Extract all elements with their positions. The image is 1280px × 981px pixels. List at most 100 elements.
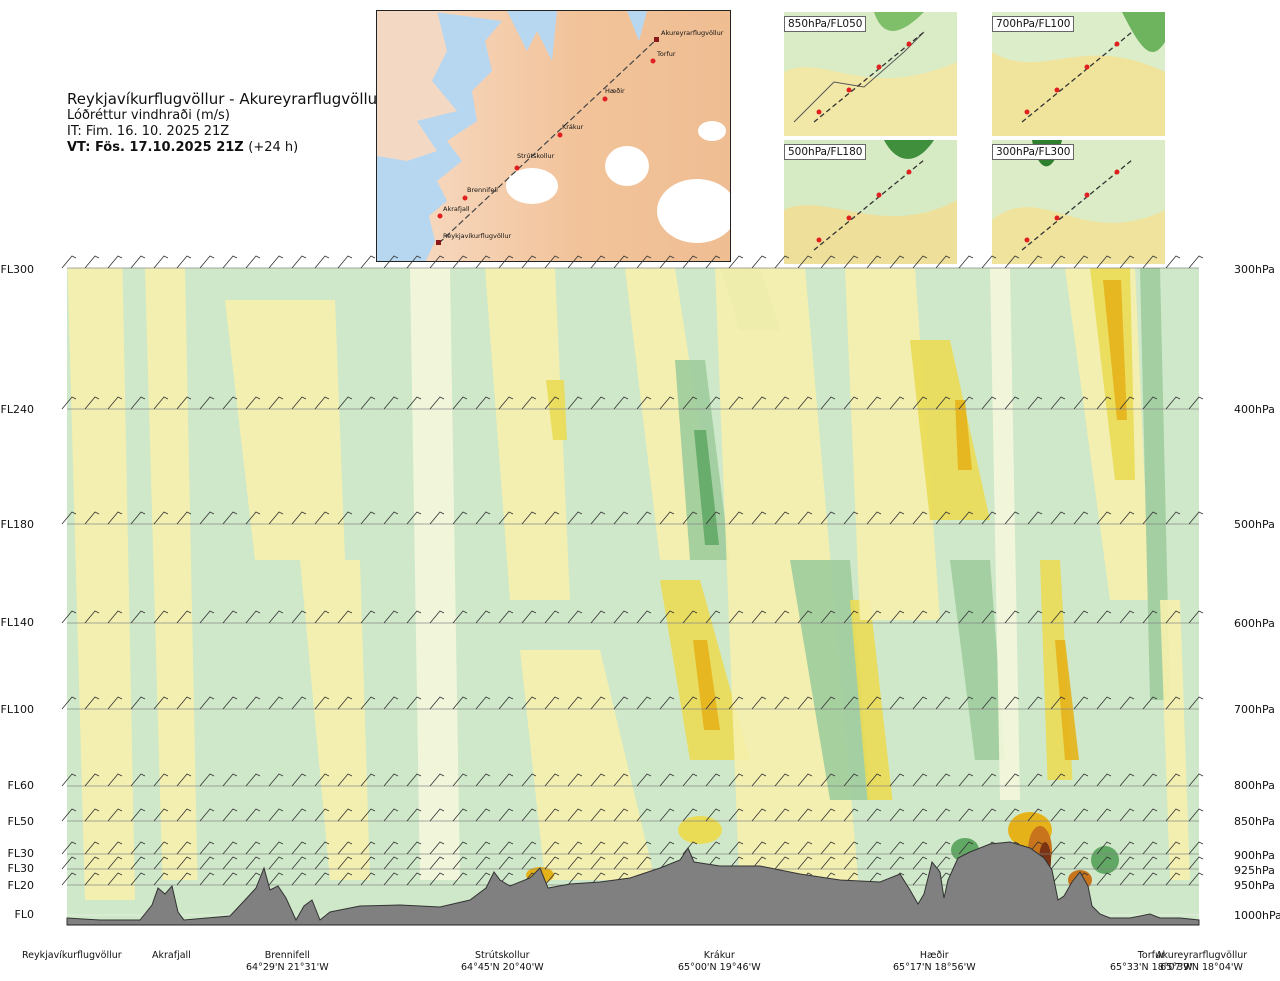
wind-barb xyxy=(1050,841,1066,855)
wind-barb xyxy=(383,610,399,624)
wind-barb xyxy=(659,511,675,525)
wind-barb xyxy=(866,610,882,624)
wind-barb xyxy=(636,511,652,525)
wind-barb xyxy=(1050,255,1066,269)
wind-barb xyxy=(475,696,491,710)
wind-barb xyxy=(222,808,238,822)
wind-barb xyxy=(1073,610,1089,624)
wind-barb xyxy=(130,808,146,822)
wind-barb xyxy=(84,773,100,787)
wind-barb xyxy=(84,841,100,855)
wind-barb xyxy=(636,696,652,710)
wind-barb xyxy=(337,773,353,787)
wind-barb xyxy=(1142,255,1158,269)
wind-barb xyxy=(84,856,100,870)
station-name: Akrafjall xyxy=(152,950,191,961)
wind-barb xyxy=(84,255,100,269)
wind-barb xyxy=(452,872,468,886)
wind-barb xyxy=(84,872,100,886)
wind-barb xyxy=(130,610,146,624)
wind-barb xyxy=(222,773,238,787)
wind-barb xyxy=(498,773,514,787)
wind-barb xyxy=(567,841,583,855)
wind-barb xyxy=(314,773,330,787)
wind-barb xyxy=(1050,773,1066,787)
wind-barb xyxy=(153,511,169,525)
wind-barb xyxy=(636,808,652,822)
wind-barb xyxy=(61,511,77,525)
route-title: Reykjavíkurflugvöllur - Akureyrarflugvöl… xyxy=(67,90,384,108)
station-akrafjall: Akrafjall xyxy=(152,950,191,962)
wind-barb xyxy=(245,808,261,822)
wind-barb xyxy=(1119,396,1135,410)
wind-barb xyxy=(245,610,261,624)
wind-barb xyxy=(843,808,859,822)
wind-barb xyxy=(268,841,284,855)
wind-barb xyxy=(291,511,307,525)
wind-barb xyxy=(1073,396,1089,410)
station-akureyri: Akureyrarflugvöllur 65°39'N 18°04'W xyxy=(1156,950,1247,974)
wind-barb xyxy=(843,773,859,787)
wind-barb xyxy=(774,773,790,787)
wind-barb xyxy=(337,396,353,410)
wind-barb xyxy=(590,396,606,410)
wind-barb xyxy=(337,872,353,886)
wind-barb xyxy=(383,255,399,269)
station-name: Hæðir xyxy=(919,950,949,961)
wind-barb xyxy=(153,696,169,710)
wind-barb xyxy=(1096,872,1112,886)
wind-barb xyxy=(153,856,169,870)
wind-barb xyxy=(406,808,422,822)
wind-barb xyxy=(705,808,721,822)
wind-barb xyxy=(682,610,698,624)
wind-barb xyxy=(1165,841,1181,855)
velocity-band xyxy=(955,400,972,470)
wind-barb xyxy=(84,511,100,525)
wind-barb xyxy=(383,856,399,870)
velocity-band xyxy=(910,340,990,520)
map-label-krakur: Krákur xyxy=(562,123,584,131)
wind-barb xyxy=(866,696,882,710)
wind-barb xyxy=(107,396,123,410)
wind-barb xyxy=(222,610,238,624)
wind-barb xyxy=(889,396,905,410)
wind-barb xyxy=(429,255,445,269)
fl-label-240: FL240 xyxy=(0,403,34,416)
wind-barb xyxy=(1188,773,1204,787)
wind-barb xyxy=(406,610,422,624)
wind-barb xyxy=(705,255,721,269)
wind-barb xyxy=(797,610,813,624)
p-label-1000: 1000hPa xyxy=(1234,909,1280,922)
wind-barb xyxy=(590,610,606,624)
wind-barb xyxy=(728,841,744,855)
wind-barb xyxy=(751,610,767,624)
wind-barb xyxy=(797,511,813,525)
wind-barb xyxy=(590,255,606,269)
wind-barb xyxy=(659,696,675,710)
wind-barb xyxy=(613,696,629,710)
wind-barb xyxy=(452,511,468,525)
wind-barb xyxy=(406,773,422,787)
velocity-band xyxy=(546,380,567,440)
velocity-band xyxy=(693,640,720,730)
map-label-torfur: Torfur xyxy=(656,50,676,58)
station-name: Torfur xyxy=(1137,950,1165,961)
wind-barb xyxy=(567,396,583,410)
wind-barb xyxy=(797,808,813,822)
wind-barb xyxy=(130,255,146,269)
wind-barb xyxy=(843,856,859,870)
wind-barb xyxy=(866,808,882,822)
wind-barb xyxy=(429,696,445,710)
wind-barb xyxy=(544,396,560,410)
wind-barb xyxy=(107,856,123,870)
wind-barb xyxy=(245,841,261,855)
wind-barb xyxy=(222,841,238,855)
map-label-akureyri: Akureyrarflugvöllur xyxy=(661,29,724,37)
wind-barb xyxy=(130,841,146,855)
wind-barb xyxy=(452,856,468,870)
station-name: Strútskollur xyxy=(475,950,530,961)
wind-barb xyxy=(1119,255,1135,269)
wind-barb xyxy=(521,511,537,525)
wind-barb xyxy=(199,610,215,624)
